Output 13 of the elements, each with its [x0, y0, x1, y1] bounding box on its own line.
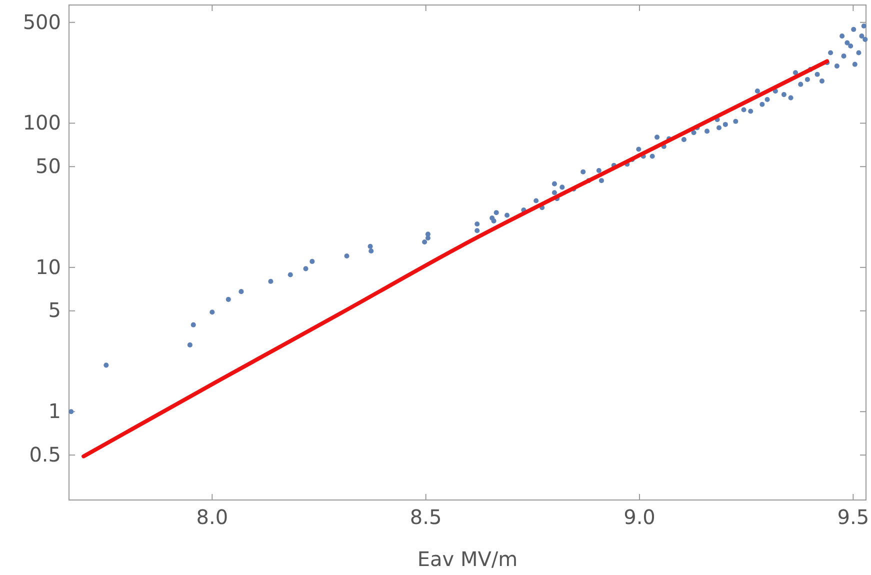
x-tick-label: 8.0	[196, 505, 228, 530]
y-tick-label: 500	[22, 10, 61, 34]
y-tick-label: 1	[48, 399, 61, 424]
y-tick-label: 0.5	[29, 442, 61, 466]
line-series	[82, 59, 830, 458]
y-tick-label: 100	[22, 110, 61, 135]
y-tick-label: 10	[36, 254, 61, 279]
y-tick-label: 50	[36, 154, 61, 178]
x-tick-label: 8.5	[410, 505, 442, 530]
x-axis-title: Eav MV/m	[417, 547, 518, 571]
x-tick-label: 9.5	[837, 505, 870, 530]
y-tick-label: 5	[48, 298, 61, 322]
x-tick-label: 9.0	[624, 505, 656, 530]
